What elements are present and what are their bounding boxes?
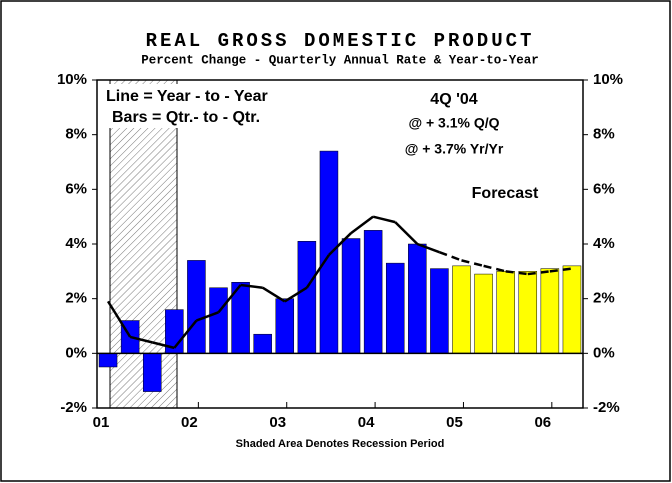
y2-tick-label: 6% [593, 180, 615, 197]
line-segment [394, 221, 419, 245]
bar [540, 268, 560, 354]
line-segment [129, 335, 153, 344]
bar [496, 271, 515, 354]
line-segment [217, 284, 242, 314]
line-segment [483, 264, 506, 273]
x-tick-label: 03 [269, 414, 286, 431]
line-segment [240, 283, 263, 289]
line-segment [195, 311, 219, 322]
annotation: 4Q '04 [430, 91, 477, 108]
x-tick-label: 02 [181, 414, 198, 431]
line-segment [549, 267, 573, 273]
annotation: @ + 3.1% Q/Q [408, 115, 499, 131]
line-segment [505, 270, 528, 276]
bar [142, 353, 162, 392]
bar [385, 262, 405, 354]
y2-tick-label: -2% [593, 399, 620, 416]
line-segment [350, 215, 374, 235]
line-segment [527, 270, 551, 276]
y-tick-label: 8% [65, 126, 87, 143]
footnote: Shaded Area Denotes Recession Period [236, 438, 445, 450]
bar [209, 287, 228, 354]
y2-tick-label: 0% [593, 344, 615, 361]
x-tick-label: 01 [93, 414, 110, 431]
bar [319, 150, 339, 354]
y-tick-label: 4% [65, 235, 87, 252]
line-segment [372, 215, 396, 224]
bar [452, 265, 471, 354]
line-segment [262, 286, 286, 303]
annotation: Forecast [472, 185, 539, 202]
chart-title: REAL GROSS DOMESTIC PRODUCT [146, 30, 535, 52]
y-tick-label: 6% [65, 180, 87, 197]
bar [474, 273, 493, 354]
y2-tick-label: 2% [593, 290, 615, 307]
line-segment [284, 286, 308, 303]
x-tick-label: 04 [358, 414, 375, 431]
chart-subtitle: Percent Change - Quarterly Annual Rate &… [141, 53, 539, 67]
bar [187, 260, 206, 354]
line-segment [438, 251, 462, 262]
line-segment [461, 259, 484, 268]
bar [98, 353, 118, 368]
line-segment [416, 242, 440, 254]
line-segment [305, 254, 330, 289]
annotation: Bars = Qtr.- to - Qtr. [112, 109, 260, 126]
bar [430, 268, 449, 354]
bar [275, 298, 295, 354]
y-tick-label: 10% [57, 71, 87, 88]
line-segment [106, 300, 132, 338]
bar [363, 230, 383, 354]
bar [297, 241, 317, 354]
y2-tick-label: 4% [593, 235, 615, 252]
bar [518, 271, 538, 354]
y2-tick-label: 10% [593, 71, 623, 88]
y2-tick-label: 8% [593, 126, 615, 143]
plot-frame [96, 79, 584, 409]
line-segment [151, 341, 175, 350]
bar [562, 265, 582, 354]
y-tick-label: 0% [65, 344, 87, 361]
annotation-box [100, 84, 310, 128]
annotation: Line = Year - to - Year [106, 88, 268, 105]
bar [341, 238, 361, 354]
line-segment [328, 232, 352, 256]
x-tick-label: 06 [534, 414, 551, 431]
bar [408, 243, 427, 354]
line-segment [173, 319, 198, 349]
y-tick-label: 2% [65, 290, 87, 307]
x-tick-label: 05 [446, 414, 463, 431]
bar [253, 333, 272, 354]
annotation: @ + 3.7% Yr/Yr [405, 141, 504, 157]
y-tick-label: -2% [60, 399, 87, 416]
